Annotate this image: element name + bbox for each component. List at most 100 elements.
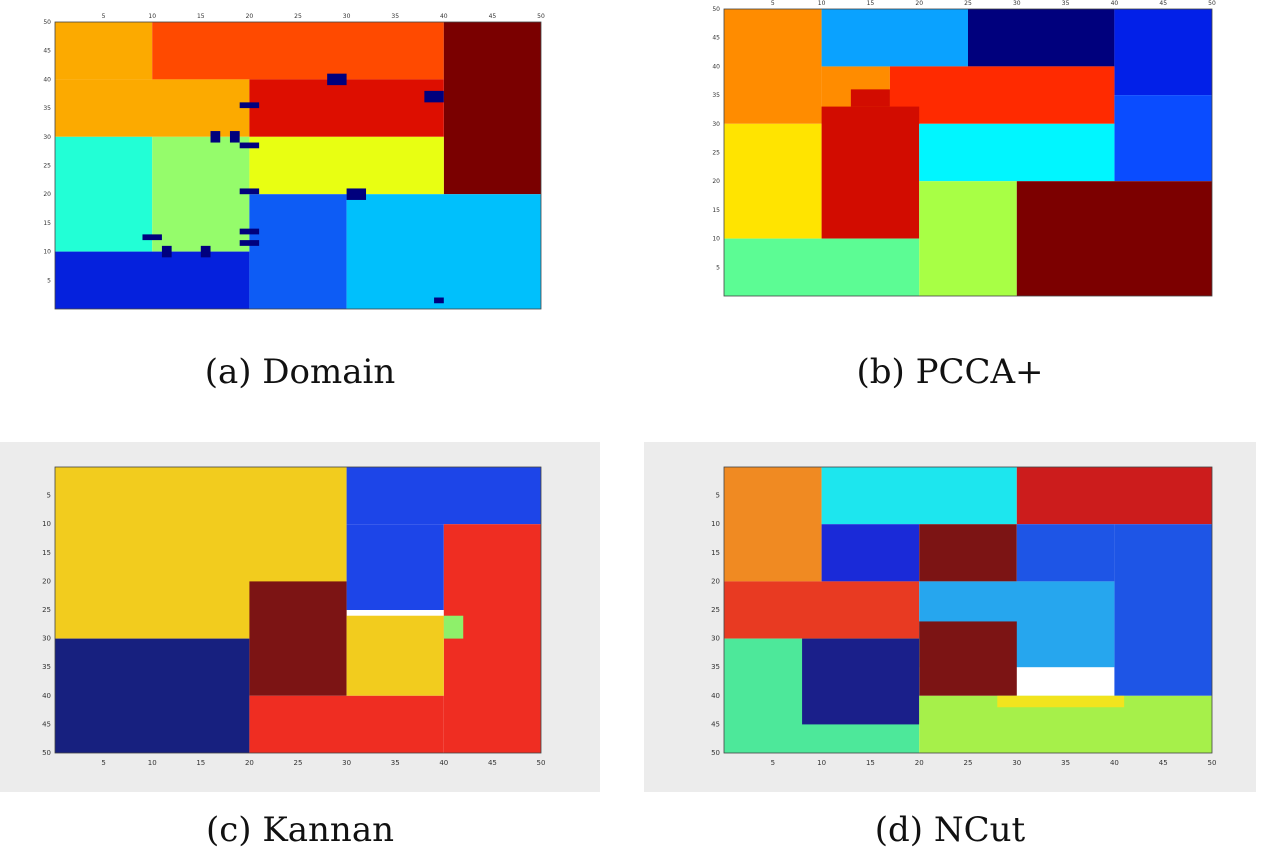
x-tick-label: 35 xyxy=(1062,0,1070,7)
plot-frame xyxy=(723,8,1213,297)
plot-frame xyxy=(54,21,542,310)
region-3 xyxy=(55,79,250,137)
y-tick-label: 30 xyxy=(712,121,720,128)
region-2 xyxy=(821,9,968,67)
y-tick-label: 50 xyxy=(43,19,51,26)
x-tick-label: 20 xyxy=(245,759,254,767)
y-tick-label: 15 xyxy=(711,549,720,557)
caption-d: (d) NCut xyxy=(874,810,1026,850)
region-22 xyxy=(239,228,260,235)
x-tick-label: 20 xyxy=(915,759,924,767)
x-tick-label: 20 xyxy=(915,0,923,7)
x-tick-label: 35 xyxy=(1061,759,1070,767)
y-tick-label: 40 xyxy=(712,63,720,70)
region-9 xyxy=(919,123,1115,182)
y-tick-label: 50 xyxy=(712,6,720,13)
region-8 xyxy=(55,251,250,309)
region-21 xyxy=(200,245,211,258)
region-5 xyxy=(1114,524,1212,696)
x-tick-label: 20 xyxy=(246,13,254,20)
y-tick-label: 10 xyxy=(43,249,51,256)
x-tick-label: 10 xyxy=(817,759,826,767)
region-11 xyxy=(919,181,1017,296)
x-tick-label: 40 xyxy=(440,13,448,20)
x-tick-label: 40 xyxy=(439,759,448,767)
region-6 xyxy=(152,136,250,252)
y-tick-label: 50 xyxy=(42,749,51,757)
x-tick-label: 15 xyxy=(197,13,205,20)
x-tick-label: 40 xyxy=(1111,0,1119,7)
y-tick-label: 35 xyxy=(712,92,720,99)
x-tick-label: 15 xyxy=(867,0,875,7)
region-6 xyxy=(1016,524,1115,582)
x-tick-label: 15 xyxy=(196,759,205,767)
region-24 xyxy=(434,297,444,304)
y-tick-label: 45 xyxy=(712,35,720,42)
y-tick-label: 25 xyxy=(43,163,51,170)
region-10 xyxy=(724,238,920,296)
region-16 xyxy=(239,142,260,149)
region-11 xyxy=(802,638,920,725)
region-6 xyxy=(346,615,444,696)
region-14 xyxy=(210,131,221,143)
heatmap-c: 5 10 15 20 25 30 35 40 45 50 5 10 15 20 25 30 35 40 45 50 xyxy=(42,466,545,767)
y-tick-label: 15 xyxy=(712,207,720,214)
region-1 xyxy=(821,467,1017,525)
x-tick-label: 45 xyxy=(1159,0,1167,7)
x-tick-label: 50 xyxy=(537,759,546,767)
region-8 xyxy=(821,106,920,239)
heatmap-d: 5 10 15 20 25 30 35 40 45 50 5 10 15 20 25 30 35 40 45 50 xyxy=(711,466,1216,767)
x-tick-label: 50 xyxy=(537,13,545,20)
y-tick-label: 45 xyxy=(42,720,51,728)
x-tick-label: 30 xyxy=(1012,759,1021,767)
x-tick-label: 40 xyxy=(1110,759,1119,767)
y-tick-label: 25 xyxy=(711,606,720,614)
region-3 xyxy=(968,9,1115,67)
x-tick-label: 30 xyxy=(343,13,351,20)
region-23 xyxy=(239,240,260,246)
x-tick-label: 30 xyxy=(342,759,351,767)
region-1 xyxy=(346,467,541,525)
region-18 xyxy=(346,188,367,200)
region-7 xyxy=(249,136,444,195)
x-tick-label: 5 xyxy=(771,0,775,7)
region-0 xyxy=(724,467,822,582)
x-tick-label: 25 xyxy=(964,759,973,767)
y-tick-label: 5 xyxy=(47,492,51,500)
y-tick-label: 10 xyxy=(42,520,51,528)
plot-frame xyxy=(54,466,542,754)
y-tick-label: 20 xyxy=(42,577,51,585)
y-tick-label: 30 xyxy=(711,635,720,643)
region-20 xyxy=(161,245,172,258)
region-17 xyxy=(239,188,260,195)
region-7 xyxy=(724,581,920,639)
x-tick-label: 50 xyxy=(1208,0,1216,7)
y-tick-label: 5 xyxy=(716,492,720,500)
x-tick-label: 45 xyxy=(1159,759,1168,767)
heatmap-b: 5 10 15 20 25 30 35 40 45 50 5 10 15 20 25 30 35 40 45 50 xyxy=(712,0,1216,297)
region-13 xyxy=(239,102,260,109)
y-tick-label: 20 xyxy=(711,577,720,585)
y-tick-label: 35 xyxy=(711,663,720,671)
y-tick-label: 30 xyxy=(42,635,51,643)
region-5 xyxy=(55,136,153,252)
region-13 xyxy=(997,695,1125,708)
x-tick-label: 5 xyxy=(102,13,106,20)
region-19 xyxy=(142,234,162,241)
region-15 xyxy=(229,131,240,143)
caption-a: (a) Domain xyxy=(204,352,396,392)
x-tick-label: 35 xyxy=(391,13,399,20)
caption-c: (c) Kannan xyxy=(205,810,394,850)
x-tick-label: 10 xyxy=(818,0,826,7)
region-12 xyxy=(424,90,444,103)
region-2 xyxy=(346,524,444,610)
region-0 xyxy=(55,22,153,80)
x-tick-label: 30 xyxy=(1013,0,1021,7)
x-tick-label: 50 xyxy=(1208,759,1217,767)
region-4 xyxy=(1114,9,1212,96)
y-tick-label: 50 xyxy=(711,749,720,757)
x-tick-label: 35 xyxy=(391,759,400,767)
region-2 xyxy=(443,22,541,195)
y-tick-label: 40 xyxy=(711,692,720,700)
x-tick-label: 25 xyxy=(964,0,972,7)
